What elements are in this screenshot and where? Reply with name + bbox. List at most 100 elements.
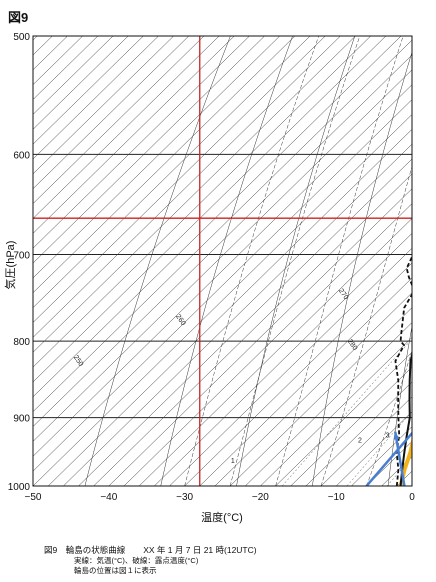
x-tick-label: −30 <box>176 492 193 503</box>
isotherm-line <box>63 143 412 486</box>
plot-frame <box>32 35 413 487</box>
caption-location-line: 輪島の位置は図１に表示 <box>74 566 157 575</box>
isotherm-line <box>33 84 412 457</box>
dry-adiabat-line <box>312 51 412 486</box>
figure-caption: 図9 輪島の状態曲線 XX 年 1 月 7 日 21 時(12UTC) 実線：気温… <box>44 544 275 576</box>
dry-adiabat-line <box>84 36 231 486</box>
x-tick-label: −10 <box>328 492 345 503</box>
moist-adiabat-label: 280 <box>346 338 358 352</box>
y-axis-label: 気圧(hPa) <box>3 241 17 290</box>
isotherm-line <box>199 277 412 486</box>
isotherm-line <box>33 36 311 308</box>
isotherm-line <box>33 36 235 234</box>
isotherm-line <box>93 173 412 486</box>
x-tick-label: −50 <box>25 492 42 503</box>
series-layer <box>33 36 428 486</box>
isotherm-line <box>184 262 412 486</box>
mixing-ratio-label: 1 <box>231 458 235 465</box>
isotherm-line <box>33 36 174 175</box>
isotherm-line <box>33 114 412 486</box>
mixing-ratio-label: 3 <box>386 432 390 439</box>
dry-adiabat-line <box>236 36 356 486</box>
isotherm-line <box>229 307 412 486</box>
x-axis-label: 温度(°C) <box>201 510 243 524</box>
isotherm-line <box>427 36 436 486</box>
isotherm-line <box>33 36 189 190</box>
isotherm-line <box>78 158 412 486</box>
grid-layer: 280290280(K)290(K)260270250280270123 <box>33 36 436 486</box>
x-tick-label: 0 <box>409 492 415 503</box>
moist-adiabat-line <box>275 36 404 486</box>
isotherm-line <box>33 36 265 264</box>
isotherm-line <box>33 36 144 145</box>
isotherm-line <box>275 351 412 486</box>
x-tick-label: −40 <box>100 492 117 503</box>
isotherm-line <box>33 36 205 204</box>
isotherm-line <box>33 36 341 338</box>
isotherm-line <box>33 36 402 398</box>
y-tick-label: 900 <box>13 414 30 425</box>
y-tick-label: 800 <box>13 337 30 348</box>
mixing-ratio-label: 2 <box>358 437 362 444</box>
isotherm-line <box>411 485 412 486</box>
isotherm-line <box>290 366 412 486</box>
isotherm-line <box>214 292 412 486</box>
isotherm-line <box>33 36 250 249</box>
isotherm-line <box>33 36 296 294</box>
moist-adiabat-label: 250 <box>72 354 84 368</box>
isotherm-line <box>123 203 412 486</box>
moist-adiabat-line <box>184 36 319 486</box>
isotherm-line <box>33 69 412 442</box>
parcel-path-line <box>398 436 412 486</box>
isotherm-line <box>108 188 412 486</box>
isotherm-line <box>366 441 412 486</box>
moist-adiabat-line <box>366 349 412 486</box>
isotherm-line <box>47 128 412 486</box>
isotherm-line <box>138 218 412 486</box>
moist-adiabat-line <box>229 36 361 486</box>
isotherm-line <box>169 247 412 486</box>
dry-adiabat-line <box>387 324 412 486</box>
isotherm-line <box>33 36 129 130</box>
isotherm-line <box>245 322 412 486</box>
y-tick-label: 700 <box>13 250 30 261</box>
skewt-chart: 280290280(K)290(K)260270250280270123 −50… <box>3 32 436 524</box>
moist-adiabat-label: 260 <box>174 313 186 327</box>
caption-legend-line: 実線：気温(°C)、破線：露点温度(°C) <box>74 556 199 565</box>
dry-adiabat-label: 280 <box>418 194 430 208</box>
y-tick-label: 500 <box>13 32 30 43</box>
figure-label: 図9 <box>8 10 29 25</box>
x-tick-label: −20 <box>252 492 269 503</box>
isotherm-line <box>33 36 159 160</box>
isotherm-line <box>33 36 280 279</box>
isotherm-line <box>396 470 412 486</box>
wind-arrow-shaft <box>393 431 406 486</box>
mixing-ratio-line <box>346 410 412 486</box>
tick-labels: −50 −40 −30 −20 −10 0 500 600 700 800 900 1000 <box>8 32 415 503</box>
isotherm-line <box>33 36 371 368</box>
dewpoint-line <box>394 254 412 486</box>
moist-adiabat-line <box>320 165 412 486</box>
moist-adiabat-line <box>411 485 412 486</box>
isotherm-line <box>33 99 412 472</box>
wind-arrowhead <box>393 431 400 440</box>
caption-date: XX 年 1 月 7 日 21 時(12UTC) <box>143 545 257 555</box>
isotherm-line <box>154 232 412 486</box>
dry-adiabat-line <box>160 36 293 486</box>
isotherm-line <box>33 54 412 427</box>
isotherm-line <box>33 39 412 413</box>
isotherm-line <box>33 36 326 323</box>
isotherm-line <box>351 426 412 486</box>
isotherm-line <box>33 36 356 353</box>
temperature-line <box>399 351 412 486</box>
isotherm-line <box>33 36 387 383</box>
isotherm-line <box>33 36 114 115</box>
isotherm-line <box>33 36 220 219</box>
moist-adiabat-label: 270 <box>337 288 349 302</box>
wind-arrowhead <box>421 414 428 422</box>
y-tick-label: 1000 <box>8 482 31 493</box>
y-tick-label: 600 <box>13 150 30 161</box>
caption-title: 図9 輪島の状態曲線 <box>44 545 126 555</box>
isotherm-line <box>260 337 412 486</box>
isotherm-line <box>305 381 412 486</box>
